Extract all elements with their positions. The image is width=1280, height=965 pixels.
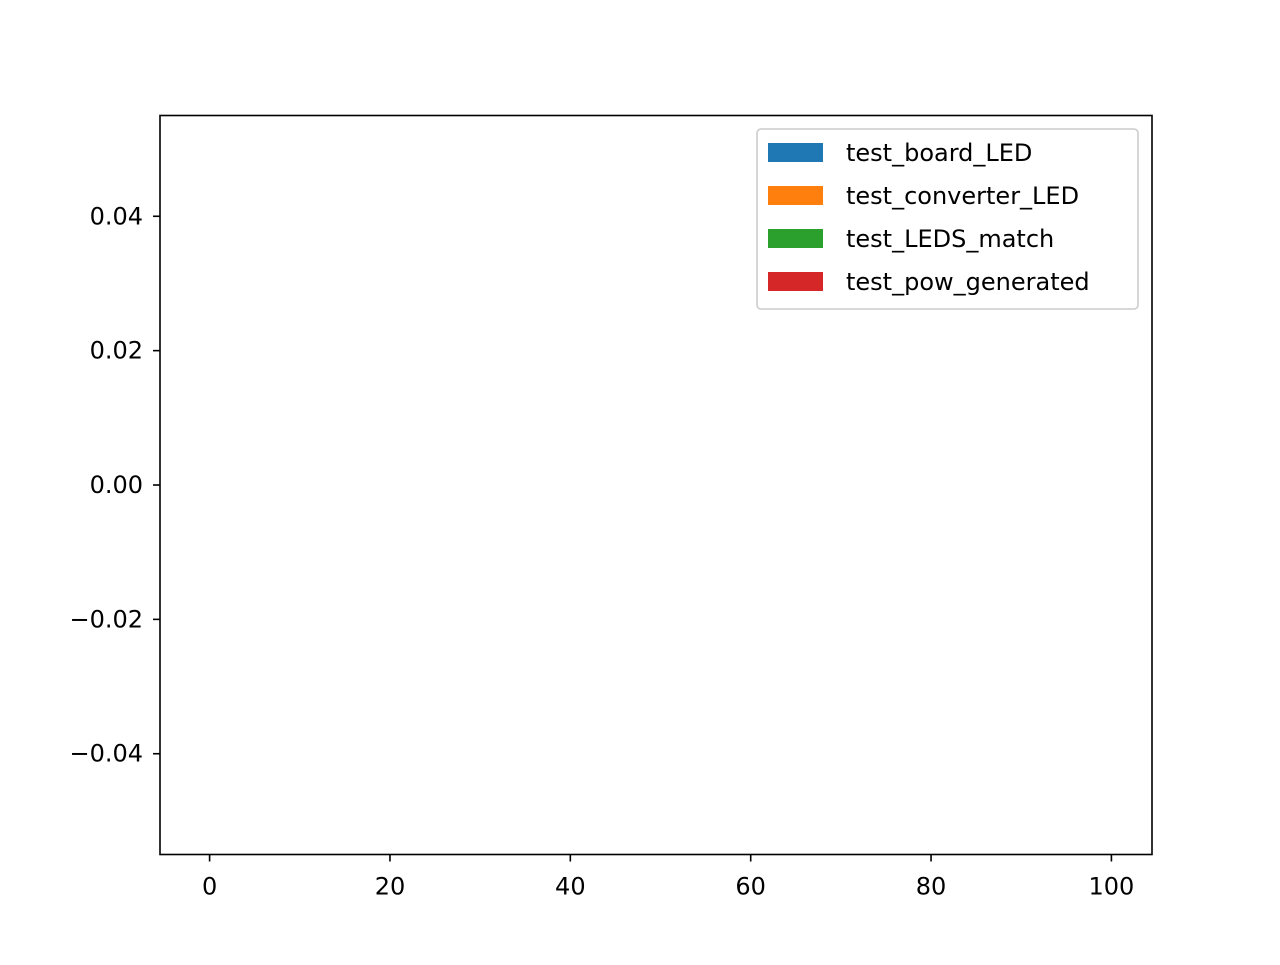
legend: test_board_LED test_converter_LED test_LED… [756, 128, 1139, 310]
y-axis: −0.04 −0.02 0.00 0.02 0.04 [69, 202, 160, 768]
y-tick-label: −0.04 [69, 740, 143, 768]
legend-label: test_converter_LED [846, 182, 1079, 210]
x-tick-label: 20 [375, 873, 406, 901]
legend-swatch [768, 229, 823, 248]
legend-label: test_LEDS_match [846, 225, 1054, 253]
y-tick-label: 0.04 [90, 202, 143, 230]
x-tick-label: 80 [916, 873, 947, 901]
legend-swatch [768, 143, 823, 162]
x-tick-label: 0 [202, 873, 217, 901]
x-tick-label: 100 [1089, 873, 1135, 901]
legend-label: test_pow_generated [846, 268, 1090, 296]
legend-swatch [768, 272, 823, 291]
x-tick-label: 40 [555, 873, 586, 901]
legend-box [756, 128, 1139, 310]
legend-swatch [768, 186, 823, 205]
legend-label: test_board_LED [846, 139, 1032, 167]
x-axis: 0 20 40 60 80 100 [202, 854, 1135, 901]
y-tick-label: −0.02 [69, 605, 143, 633]
x-tick-label: 60 [735, 873, 766, 901]
y-tick-label: 0.02 [90, 337, 143, 365]
y-tick-label: 0.00 [90, 471, 143, 499]
